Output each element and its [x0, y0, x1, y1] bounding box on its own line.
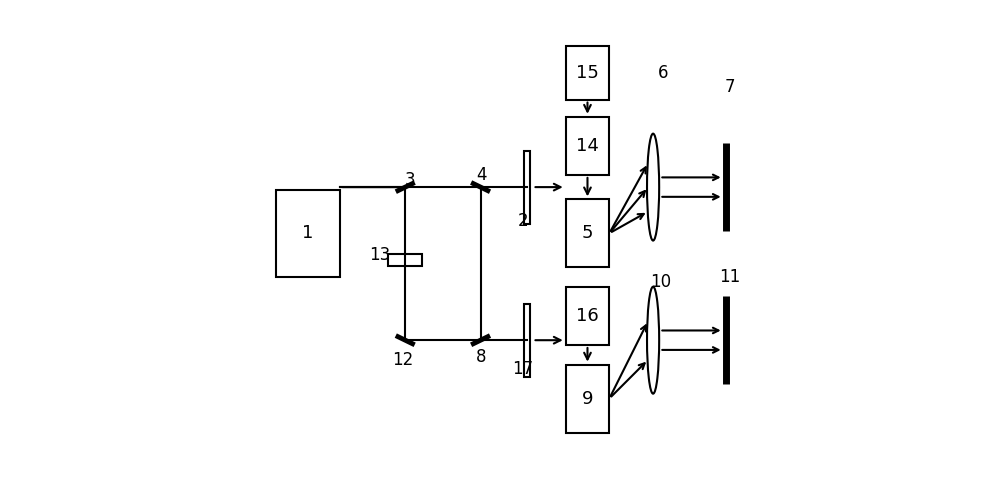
FancyBboxPatch shape	[276, 190, 340, 277]
Text: 11: 11	[719, 268, 740, 286]
FancyBboxPatch shape	[566, 364, 609, 433]
Text: 9: 9	[582, 389, 593, 408]
Text: 10: 10	[650, 273, 671, 291]
FancyBboxPatch shape	[566, 287, 609, 345]
Ellipse shape	[647, 287, 659, 394]
Text: 6: 6	[658, 64, 668, 82]
Text: 17: 17	[512, 360, 533, 379]
FancyBboxPatch shape	[566, 117, 609, 175]
Text: 14: 14	[576, 137, 599, 155]
Text: 12: 12	[392, 350, 413, 369]
Bar	[388, 254, 422, 266]
Text: 5: 5	[582, 224, 593, 243]
Text: 4: 4	[476, 166, 487, 184]
Text: 8: 8	[476, 348, 487, 366]
FancyBboxPatch shape	[566, 199, 609, 267]
Bar	[524, 151, 530, 224]
Bar	[524, 304, 530, 377]
Text: 3: 3	[405, 171, 415, 189]
Text: 16: 16	[576, 307, 599, 325]
Text: 13: 13	[369, 246, 390, 264]
Text: 7: 7	[724, 78, 735, 97]
Text: 2: 2	[518, 212, 528, 230]
FancyBboxPatch shape	[566, 46, 609, 100]
Ellipse shape	[647, 134, 659, 241]
Text: 1: 1	[302, 224, 314, 243]
Text: 15: 15	[576, 64, 599, 82]
